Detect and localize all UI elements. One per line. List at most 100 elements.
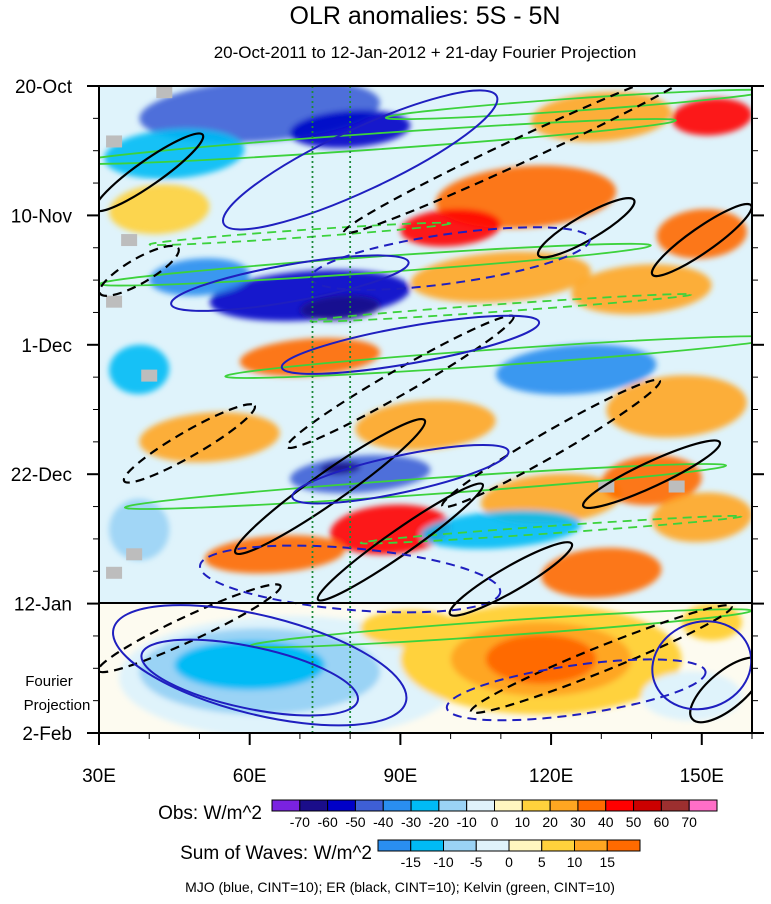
colorbar-tick-label: -50	[345, 814, 365, 830]
projection-label-line1: Fourier	[25, 673, 73, 690]
olr-anomaly-positive	[531, 91, 672, 142]
colorbar-swatch	[494, 799, 523, 812]
colorbar-tick-label: -30	[401, 814, 421, 830]
projection-anomaly-positive	[485, 634, 597, 684]
y-tick-label: 20-Oct	[15, 77, 73, 98]
olr-anomaly-positive	[355, 399, 496, 450]
colorbar-swatch	[633, 799, 662, 812]
colorbar-tick-label: -20	[429, 814, 449, 830]
colorbar-tick-label: -10	[433, 854, 453, 870]
colorbar-swatch	[660, 799, 690, 812]
olr-anomaly-negative	[290, 110, 411, 149]
olr-anomaly-negative	[290, 455, 431, 494]
kelvin-contour-positive	[99, 118, 677, 165]
colorbar-swatch	[508, 839, 543, 852]
colorbar-tick-label: -60	[318, 814, 338, 830]
colorbar-tick-label: 20	[542, 814, 558, 830]
colorbar-swatch	[475, 839, 510, 852]
mjo-contour-negative	[310, 226, 591, 291]
olr-anomaly-positive	[239, 338, 381, 377]
colorbar-tick-label: 15	[599, 854, 615, 870]
x-tick-label: 150E	[680, 766, 724, 787]
mjo-contour-negative	[445, 658, 707, 722]
olr-anomaly-negative	[300, 295, 381, 321]
colorbar-tick-label: -15	[401, 854, 421, 870]
colorbar-swatch	[410, 799, 440, 812]
colorbar-tick-label: 70	[681, 814, 697, 830]
olr-anomaly-positive	[656, 209, 747, 259]
y-tick-label: 2-Feb	[22, 724, 72, 745]
missing-data-cell	[106, 295, 123, 308]
missing-data-cell	[141, 369, 158, 382]
missing-data-cell	[598, 480, 615, 493]
x-axis: 30E 60E 90E 120E 150E	[82, 733, 753, 787]
y-tick-label: 1-Dec	[21, 336, 72, 357]
er-contour-positive	[536, 197, 636, 259]
obs-colorbar: -70 -60 -50 -40 -30 -20 -10 0 10 20 30 40 50 60 70	[271, 799, 718, 830]
obs-colorbar-label: Obs: W/m^2	[158, 803, 262, 824]
projection-anomaly-negative	[641, 671, 742, 721]
colorbar-tick-label: -70	[290, 814, 310, 830]
colorbar-swatch	[466, 799, 495, 812]
er-contour-positive	[233, 417, 427, 556]
er-contour-positive	[448, 541, 574, 617]
olr-anomaly-positive	[541, 547, 662, 598]
colorbar-tick-label: 0	[505, 854, 513, 870]
colorbar-tick-label: 30	[570, 814, 586, 830]
colorbar-swatch	[541, 839, 575, 852]
colorbar-tick-label: -5	[470, 854, 483, 870]
colorbar-swatch	[606, 839, 641, 852]
x-tick-label: 30E	[82, 766, 116, 787]
colorbar-swatch	[521, 799, 551, 812]
projection-label-line2: Projection	[24, 697, 91, 714]
colorbar-tick-label: 40	[598, 814, 614, 830]
colorbar-tick-label: 50	[626, 814, 642, 830]
er-contour-positive	[581, 439, 722, 510]
olr-anomaly-positive	[400, 208, 501, 247]
x-tick-label: 60E	[233, 766, 267, 787]
waves-colorbar-label: Sum of Waves: W/m^2	[180, 843, 372, 864]
colorbar-swatch	[410, 839, 444, 852]
colorbar-swatch	[327, 799, 356, 812]
kelvin-contour-negative	[359, 514, 743, 545]
mjo-contour-positive	[651, 620, 752, 711]
missing-data-cell	[126, 548, 143, 561]
colorbar-swatch	[574, 839, 608, 852]
colorbar-tick-label: 10	[515, 814, 531, 830]
chart-subtitle: 20-Oct-2011 to 12-Jan-2012 + 21-day Four…	[214, 43, 637, 62]
colorbar-swatch	[577, 799, 607, 812]
colorbar-swatch	[382, 799, 412, 812]
missing-data-cell	[668, 480, 685, 493]
kelvin-contour-negative	[309, 293, 693, 323]
olr-anomaly-positive	[204, 535, 345, 574]
y-tick-label: 12-Jan	[14, 595, 72, 616]
er-contour-positive	[99, 132, 205, 213]
er-contour-negative	[99, 244, 180, 297]
kelvin-contour-negative	[148, 221, 452, 246]
er-contour-negative	[99, 583, 282, 674]
olr-anomaly-negative	[109, 498, 170, 561]
kelvin-contour-positive	[224, 335, 752, 379]
chart-title: OLR anomalies: 5S - 5N	[290, 2, 561, 30]
olr-anomaly-negative	[109, 344, 170, 395]
mjo-contour-positive	[170, 254, 410, 312]
olr-anomaly-positive	[139, 412, 280, 463]
olr-anomaly-positive	[571, 264, 712, 315]
missing-data-cell	[156, 86, 173, 99]
legend-note: MJO (blue, CINT=10); ER (black, CINT=10)…	[185, 879, 615, 895]
colorbar-swatch	[438, 799, 468, 812]
waves-colorbar: -15 -10 -5 0 5 10 15	[377, 839, 641, 870]
projection-anomaly-negative	[174, 640, 326, 690]
mjo-contour-positive	[291, 443, 510, 505]
er-contour-positive	[316, 482, 485, 602]
colorbar-tick-label: 10	[567, 854, 583, 870]
missing-data-cell	[121, 234, 138, 247]
colorbar-swatch	[299, 799, 329, 812]
colorbar-tick-label: 60	[654, 814, 670, 830]
colorbar-tick-label: -10	[457, 814, 477, 830]
colorbar-swatch	[443, 839, 477, 852]
mjo-contour-positive	[222, 89, 499, 231]
er-contour-positive	[689, 656, 752, 724]
mjo-contour-positive	[140, 638, 359, 717]
